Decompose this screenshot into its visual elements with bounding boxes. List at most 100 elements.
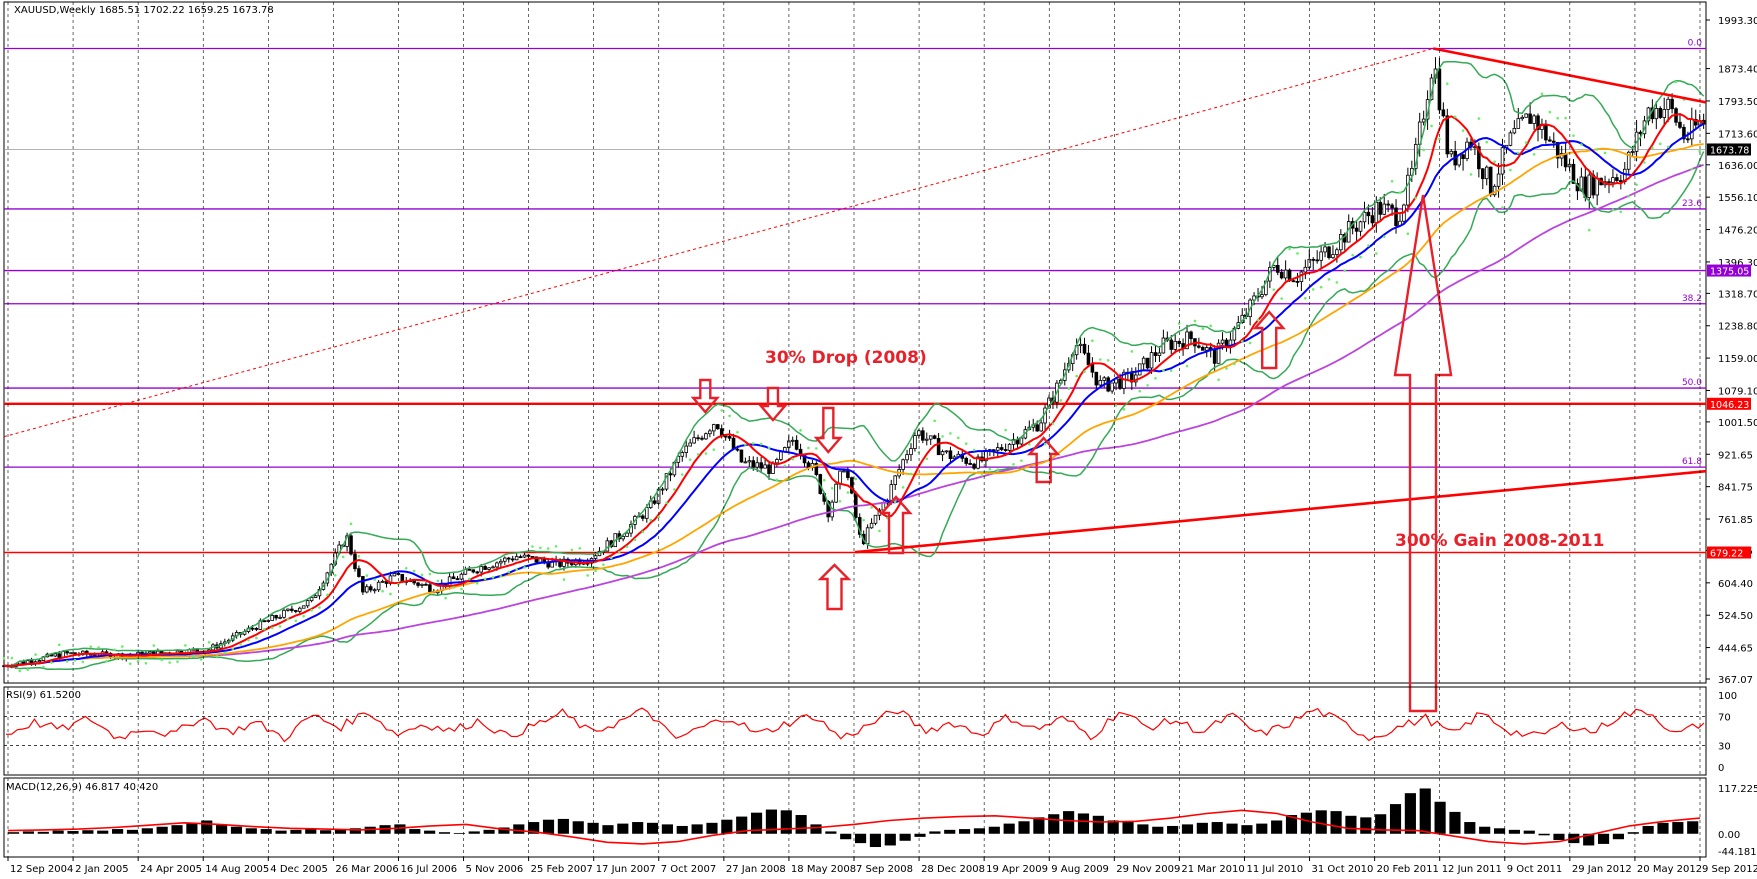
sar-dot — [1658, 142, 1662, 146]
candle — [416, 582, 420, 586]
candle — [700, 437, 704, 440]
sar-dot — [799, 429, 802, 432]
candle — [1232, 327, 1237, 341]
candle — [538, 558, 543, 563]
candle — [562, 558, 566, 567]
sar-dot — [302, 614, 306, 618]
candle — [1484, 166, 1489, 180]
macd-bar — [201, 820, 213, 834]
macd-bar — [1449, 811, 1461, 834]
macd-bar — [944, 829, 956, 834]
macd-bar — [141, 828, 153, 834]
sar-dot — [680, 473, 684, 476]
candle — [1197, 345, 1201, 348]
price-tick-label: 604.40 — [1718, 579, 1753, 590]
candle — [1394, 207, 1398, 226]
time-tick-label: 12 Sep 2004 — [10, 864, 73, 875]
candle — [1481, 168, 1485, 180]
macd-bar — [1092, 815, 1104, 834]
time-tick-label: 7 Sep 2008 — [856, 864, 913, 875]
candle — [1362, 211, 1367, 223]
candle — [1094, 371, 1099, 386]
macd-bar — [468, 831, 480, 834]
macd-bar — [1404, 793, 1416, 834]
sar-dot — [2, 656, 6, 660]
sar-dot — [507, 570, 511, 574]
macd-bar — [1345, 815, 1357, 834]
sar-dot — [1540, 92, 1544, 96]
macd-signal-line — [7, 809, 1701, 845]
candle — [1500, 147, 1505, 175]
candle — [159, 650, 164, 654]
candle — [794, 439, 799, 450]
candle — [696, 437, 700, 440]
candle — [688, 442, 692, 447]
macd-tick-label: 117.225 — [1718, 784, 1757, 795]
candle — [1141, 357, 1146, 365]
macd-bar — [1063, 811, 1075, 834]
macd-bar — [1167, 825, 1179, 834]
sar-dot — [1501, 206, 1504, 209]
time-tick-label: 21 Mar 2010 — [1181, 864, 1244, 875]
sar-dot — [1430, 124, 1433, 128]
sar-dot — [1485, 140, 1489, 144]
sar-dot — [807, 446, 810, 450]
sar-dot — [26, 668, 29, 671]
macd-tick-label: 0.00 — [1718, 830, 1740, 841]
candle — [992, 449, 996, 452]
macd-bar — [780, 810, 792, 834]
sar-dot — [231, 647, 235, 650]
sar-dot — [1240, 340, 1244, 343]
sar-dot — [1343, 269, 1347, 273]
candle — [286, 608, 290, 611]
time-axis: 12 Sep 2004 2 Jan 2005 24 Apr 2005 14 Aug 2… — [7, 2, 1757, 875]
candle — [313, 595, 318, 598]
sar-dot — [357, 555, 361, 558]
macd-bar — [661, 824, 673, 834]
sar-dot — [365, 574, 369, 577]
macd-bar — [1107, 820, 1119, 834]
candle — [309, 597, 314, 602]
candle — [1118, 378, 1122, 389]
candle — [1110, 382, 1114, 392]
sar-dot — [1304, 296, 1307, 300]
candle — [921, 430, 925, 441]
candle — [1106, 377, 1110, 392]
sar-dot — [1627, 195, 1631, 198]
candle — [723, 435, 728, 438]
macd-bar — [1479, 826, 1491, 834]
candle — [483, 566, 487, 570]
candle — [1406, 174, 1410, 206]
sar-dot — [554, 545, 558, 548]
sar-dot — [586, 574, 589, 577]
time-tick-label: 4 Dec 2005 — [270, 864, 328, 875]
sar-dot — [420, 573, 424, 577]
candle — [901, 459, 905, 470]
macd-bar — [1523, 830, 1535, 834]
candle — [865, 527, 870, 545]
sar-dot — [184, 644, 187, 647]
sar-dot — [1043, 442, 1047, 446]
candle — [759, 462, 763, 469]
macd-bar — [186, 822, 198, 834]
candle — [1153, 352, 1158, 356]
price-tick-label: 367.07 — [1718, 675, 1753, 686]
sar-dot — [215, 655, 219, 658]
candle — [21, 661, 26, 664]
candle — [715, 424, 720, 430]
sar-dot — [830, 486, 834, 490]
sar-dot — [333, 573, 337, 577]
candle — [29, 660, 34, 664]
candle — [1512, 128, 1517, 134]
macd-bar — [1300, 812, 1312, 834]
price-tick-label: 1636.00 — [1718, 161, 1757, 172]
sar-dot — [1272, 288, 1276, 291]
rsi-tick-label: 0 — [1718, 763, 1724, 774]
sar-dot — [1603, 151, 1607, 155]
sar-dot — [65, 660, 69, 663]
candle — [1421, 118, 1426, 123]
macd-bar — [275, 830, 287, 834]
sar-dot — [822, 478, 826, 482]
candle — [506, 557, 511, 560]
